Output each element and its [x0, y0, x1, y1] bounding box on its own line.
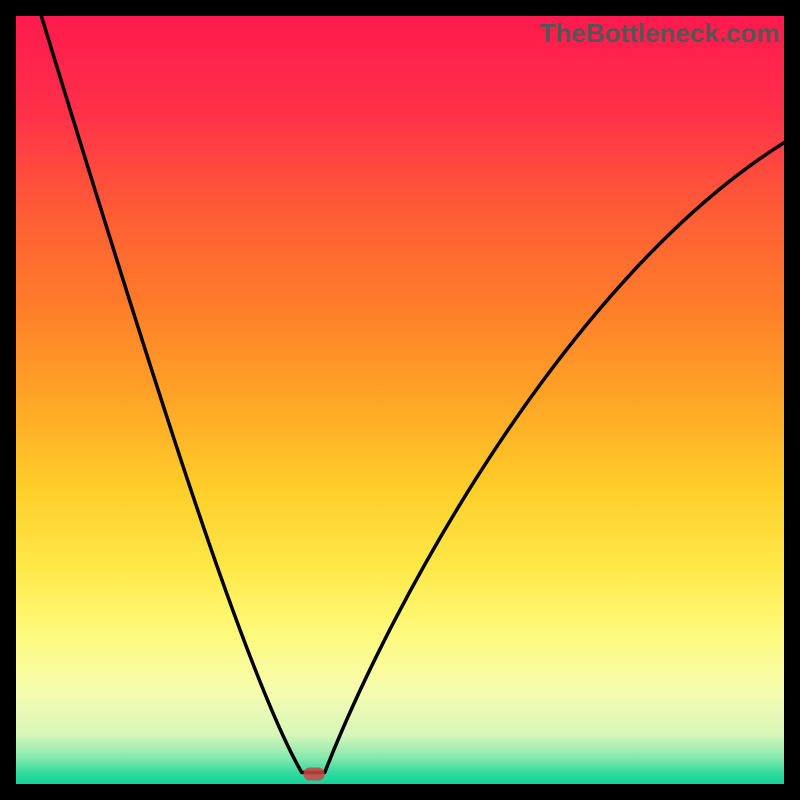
chart-svg [0, 0, 800, 800]
watermark-text: TheBottleneck.com [540, 18, 780, 49]
chart-root: TheBottleneck.com [0, 0, 800, 800]
plot-background [16, 16, 784, 784]
optimal-marker [303, 768, 324, 781]
